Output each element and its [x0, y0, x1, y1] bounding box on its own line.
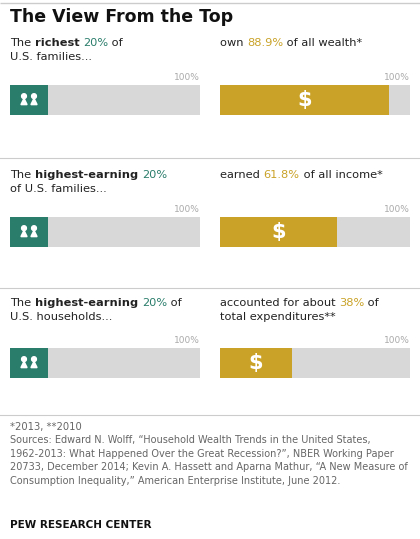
Text: of all wealth*: of all wealth*	[283, 38, 362, 48]
Bar	[220, 85, 389, 115]
Circle shape	[21, 357, 26, 362]
Circle shape	[32, 94, 37, 99]
Circle shape	[32, 226, 37, 231]
Text: $: $	[271, 222, 286, 242]
Text: 100%: 100%	[384, 336, 410, 345]
Text: 20%: 20%	[142, 298, 167, 308]
Text: Sources: Edward N. Wolff, “Household Wealth Trends in the United States,
1962-20: Sources: Edward N. Wolff, “Household Wea…	[10, 435, 408, 486]
Text: PEW RESEARCH CENTER: PEW RESEARCH CENTER	[10, 520, 152, 530]
Text: highest-earning: highest-earning	[35, 298, 142, 308]
Text: $: $	[249, 353, 263, 373]
Text: The View From the Top: The View From the Top	[10, 8, 233, 26]
Text: of U.S. families...: of U.S. families...	[10, 184, 107, 194]
Text: total expenditures**: total expenditures**	[220, 312, 336, 322]
Text: of: of	[167, 298, 182, 308]
Bar	[10, 85, 200, 115]
Polygon shape	[21, 230, 27, 237]
Text: 61.8%: 61.8%	[263, 170, 299, 180]
Bar	[220, 217, 337, 247]
Text: 100%: 100%	[384, 73, 410, 82]
Text: *2013, **2010: *2013, **2010	[10, 422, 82, 432]
Bar	[10, 85, 48, 115]
Text: U.S. families...: U.S. families...	[10, 52, 92, 62]
Bar	[10, 348, 200, 378]
Polygon shape	[31, 361, 37, 368]
Text: of: of	[108, 38, 123, 48]
Bar	[220, 348, 292, 378]
Text: 20%: 20%	[84, 38, 108, 48]
Text: richest: richest	[35, 38, 84, 48]
Text: 88.9%: 88.9%	[247, 38, 283, 48]
Text: 100%: 100%	[174, 73, 200, 82]
Text: 20%: 20%	[142, 170, 167, 180]
Text: 100%: 100%	[174, 336, 200, 345]
Circle shape	[32, 357, 37, 362]
Text: accounted for about: accounted for about	[220, 298, 339, 308]
Text: of: of	[365, 298, 379, 308]
Bar	[10, 348, 48, 378]
Circle shape	[21, 94, 26, 99]
Bar	[220, 217, 410, 247]
Polygon shape	[31, 98, 37, 105]
Polygon shape	[21, 98, 27, 105]
Bar	[10, 217, 200, 247]
Text: The: The	[10, 38, 35, 48]
Text: highest-earning: highest-earning	[35, 170, 142, 180]
Circle shape	[21, 226, 26, 231]
Text: The: The	[10, 298, 35, 308]
Text: earned: earned	[220, 170, 263, 180]
Text: of all income*: of all income*	[299, 170, 382, 180]
Text: 100%: 100%	[174, 205, 200, 214]
Polygon shape	[21, 361, 27, 368]
Text: 38%: 38%	[339, 298, 365, 308]
Polygon shape	[31, 230, 37, 237]
Text: $: $	[297, 90, 312, 110]
Bar	[220, 348, 410, 378]
Text: U.S. households...: U.S. households...	[10, 312, 113, 322]
Text: The: The	[10, 170, 35, 180]
Bar	[220, 85, 410, 115]
Bar	[10, 217, 48, 247]
Text: 100%: 100%	[384, 205, 410, 214]
Text: own: own	[220, 38, 247, 48]
